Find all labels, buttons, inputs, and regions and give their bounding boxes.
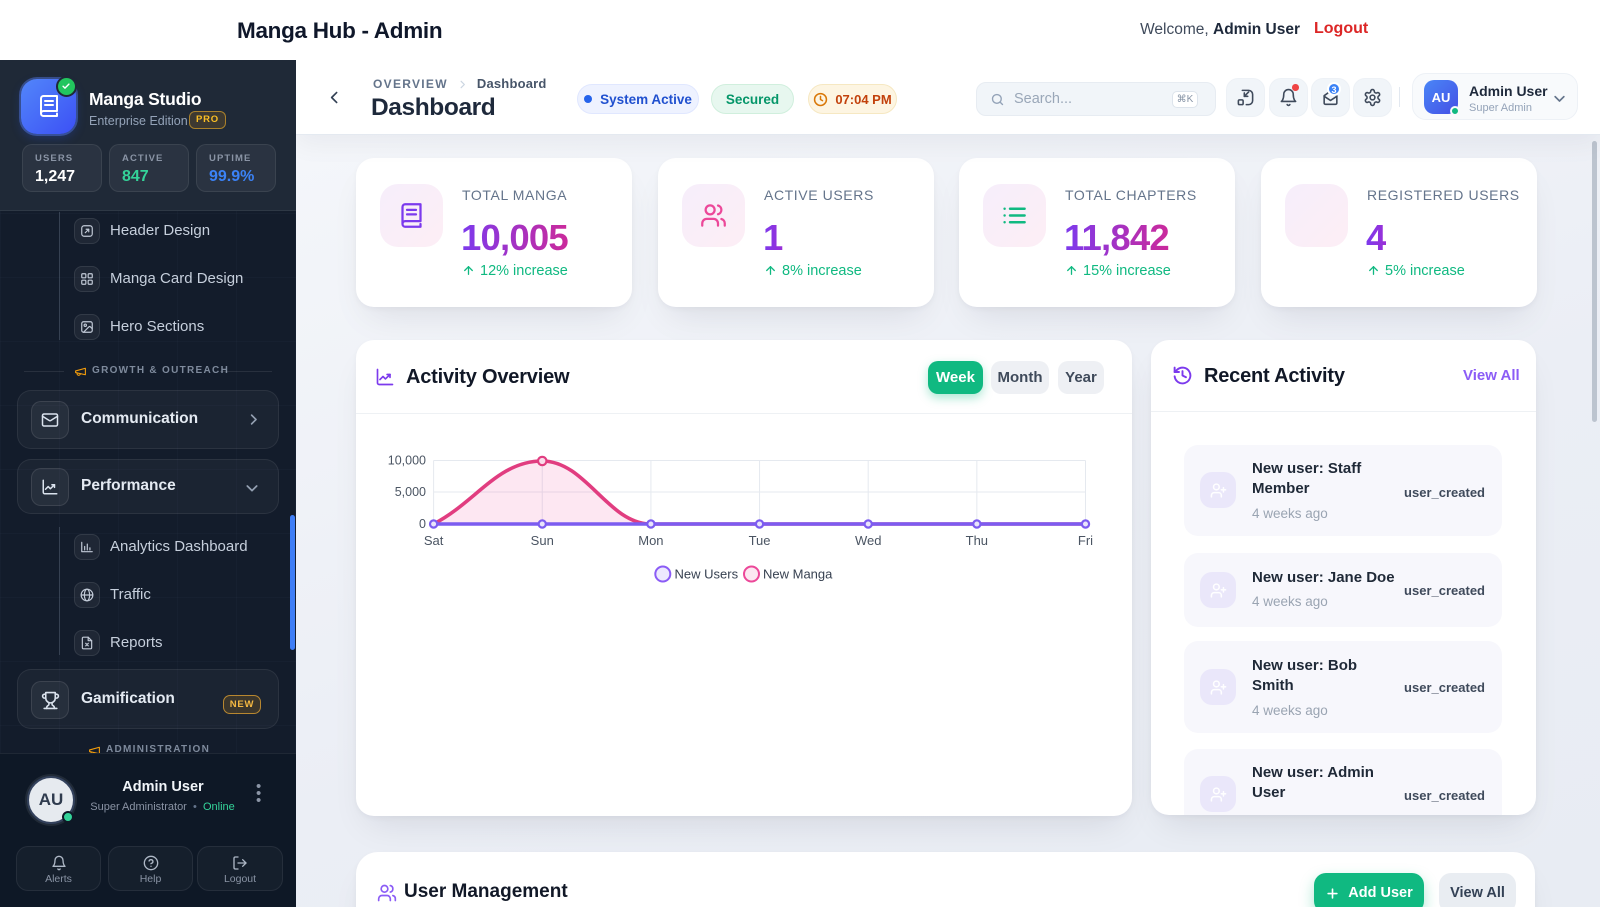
svg-text:Wed: Wed (855, 533, 882, 548)
svg-text:Mon: Mon (638, 533, 663, 548)
svg-text:New Users: New Users (675, 567, 739, 582)
svg-text:0: 0 (419, 517, 426, 531)
svg-text:Thu: Thu (966, 533, 988, 548)
svg-text:10,000: 10,000 (388, 454, 426, 468)
svg-text:Tue: Tue (749, 533, 771, 548)
svg-text:5,000: 5,000 (395, 485, 426, 499)
svg-text:New Manga: New Manga (763, 567, 833, 582)
svg-text:Sun: Sun (531, 533, 554, 548)
svg-text:Sat: Sat (424, 533, 444, 548)
svg-text:Fri: Fri (1078, 533, 1093, 548)
